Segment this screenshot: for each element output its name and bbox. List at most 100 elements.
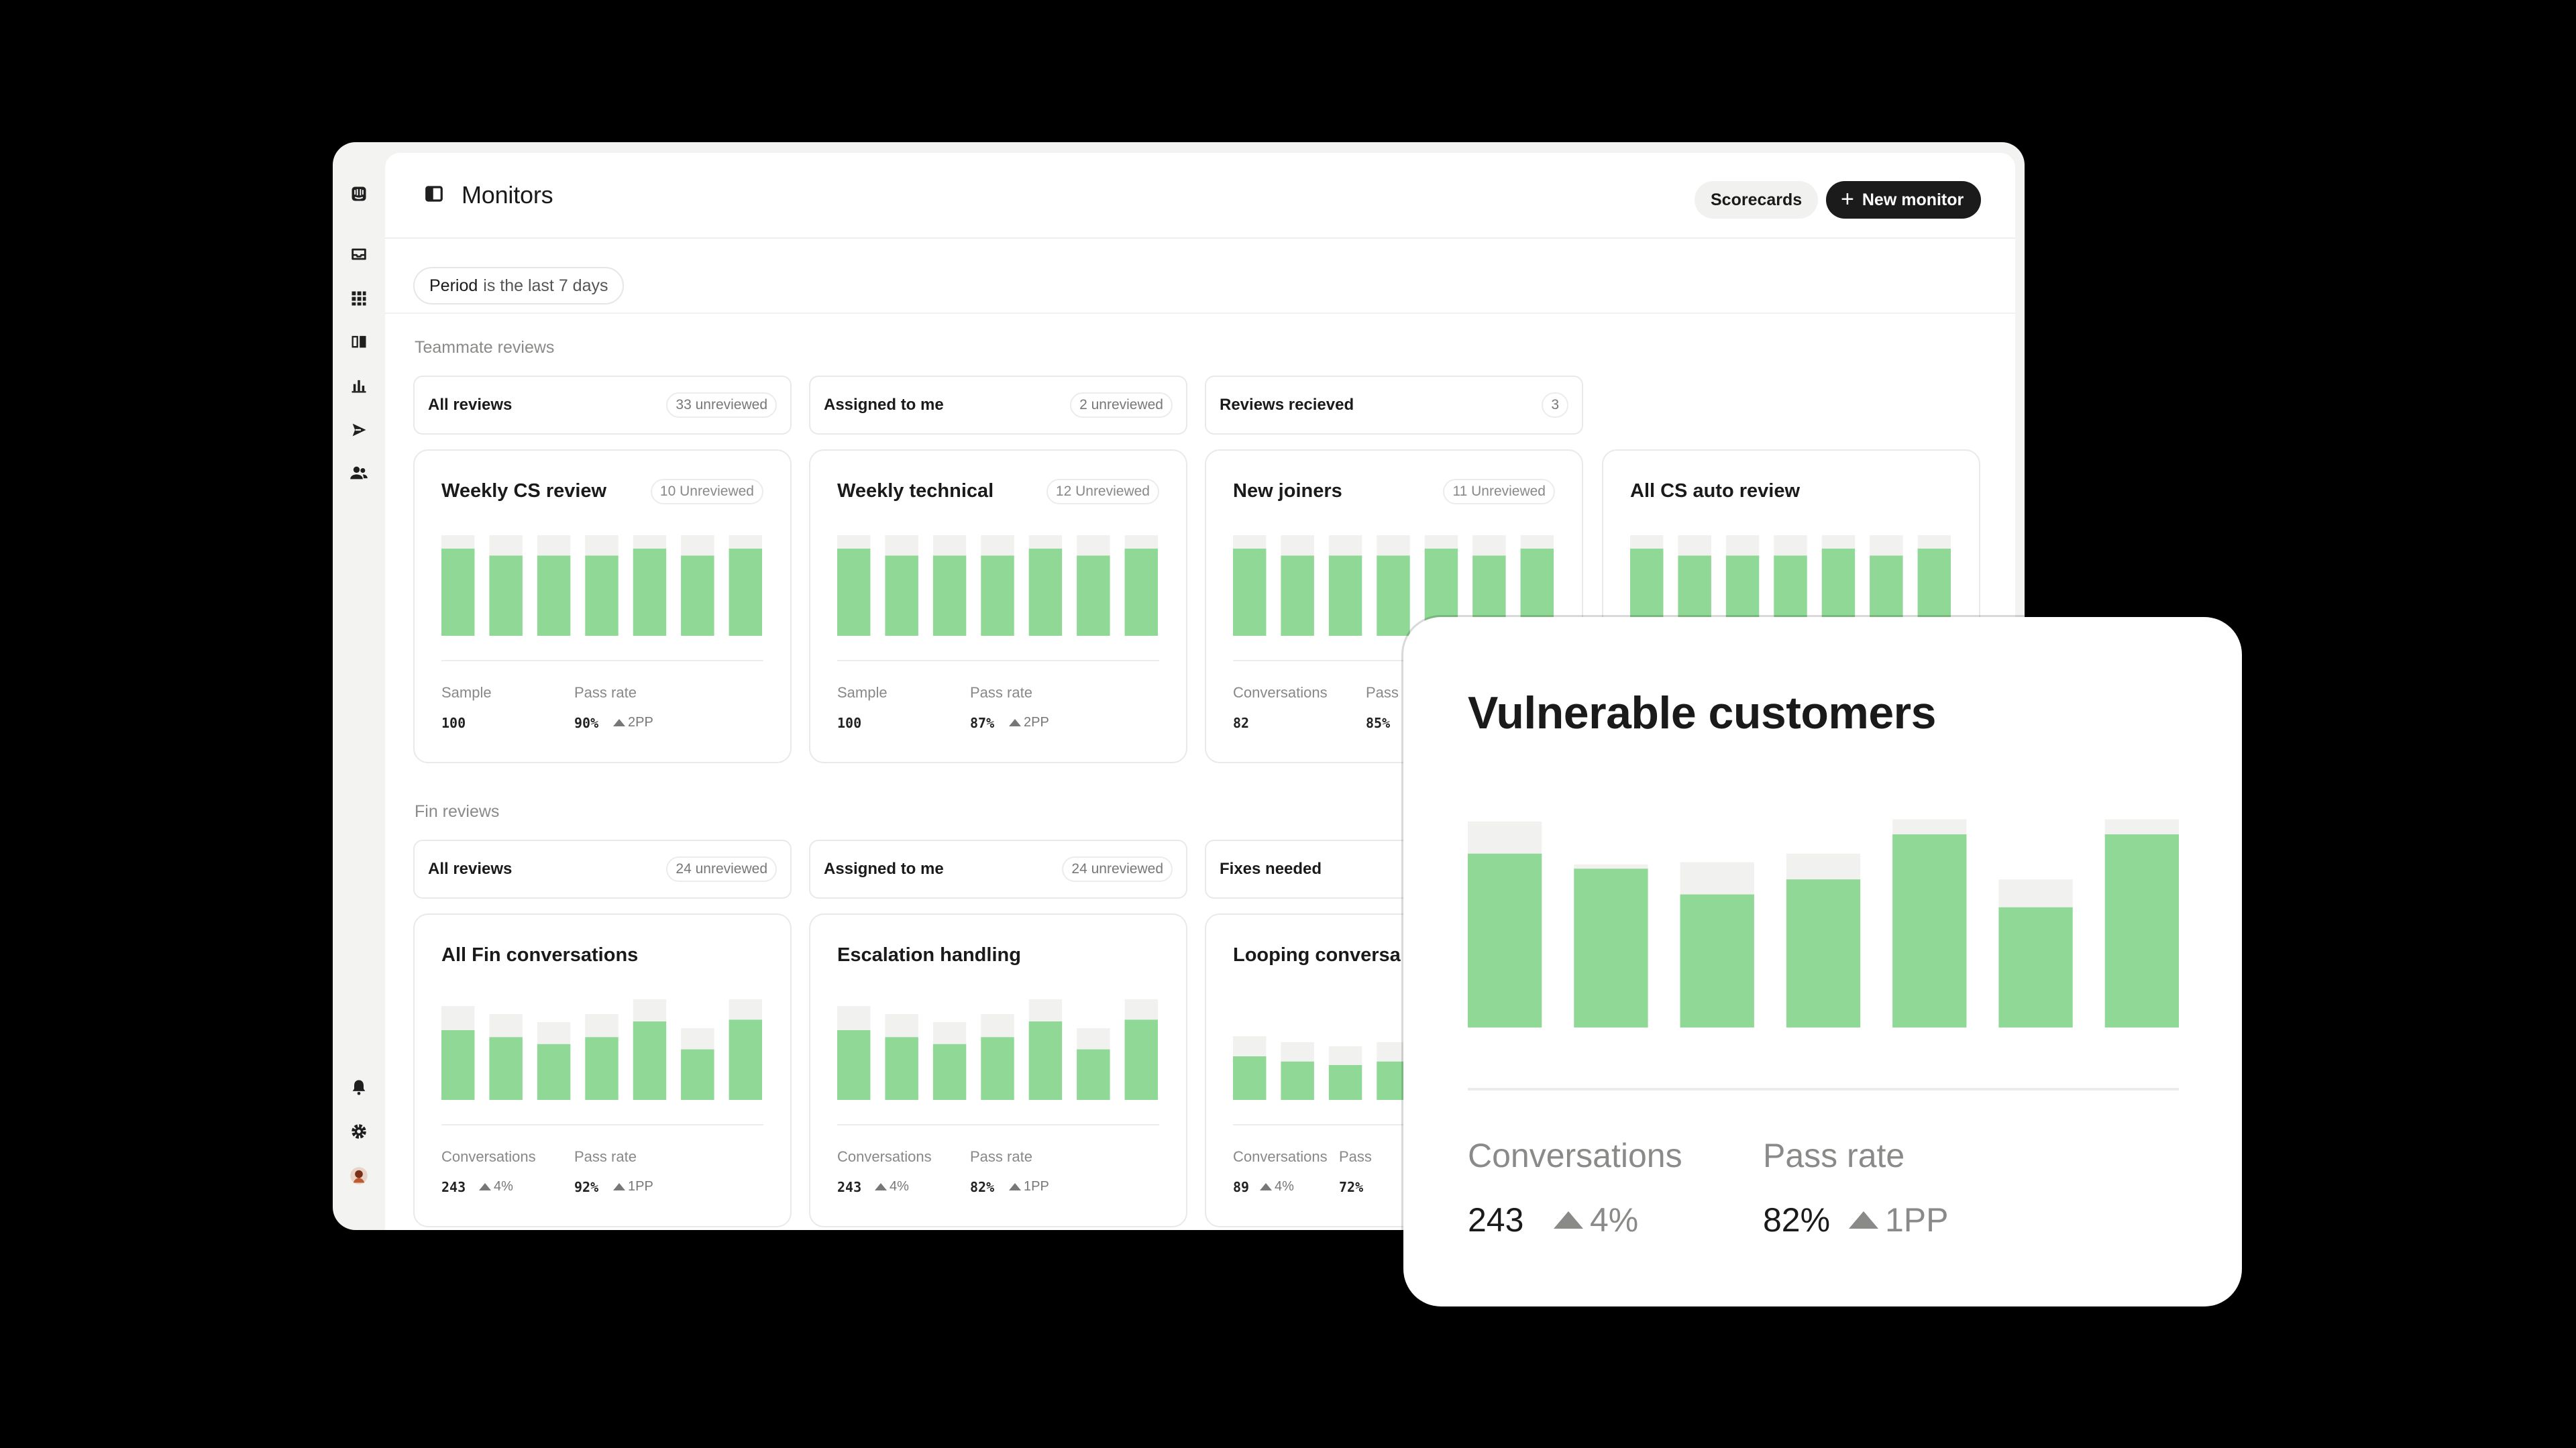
bar [1377,555,1410,636]
metric-label-pass-rate: Pass rate [1763,1137,1905,1174]
knowledge-book-icon[interactable] [347,330,370,353]
tab-reviews-received[interactable]: Reviews recieved 3 [1205,376,1583,435]
card-title: New joiners [1233,480,1342,502]
bar [1892,834,1967,1027]
tab-fin-all-reviews[interactable]: All reviews 24 unreviewed [413,840,792,899]
bar [885,555,918,636]
bar [681,1049,714,1100]
bar-chart [441,999,762,1100]
bar [729,549,762,636]
metric-value: 243 [837,1179,862,1195]
notifications-bell-icon[interactable] [347,1076,370,1099]
section-label-fin: Fin reviews [415,802,500,821]
divider [441,660,763,661]
apps-grid-icon[interactable] [347,287,370,310]
period-filter[interactable]: Period is the last 7 days [413,267,625,304]
tab-fixes-needed[interactable]: Fixes needed [1205,840,1583,899]
bar [1328,1065,1362,1100]
monitor-card[interactable]: Weekly technical 12 Unreviewed Sample Pa… [809,449,1187,763]
bar [1028,549,1063,636]
bar [885,1037,918,1100]
bar [932,555,967,636]
metric-label: Pass rate [970,684,1032,701]
monitor-card[interactable]: Escalation handling Conversations Pass r… [809,913,1187,1227]
metric-value: 92% [574,1179,599,1195]
tab-count-badge: 33 unreviewed [666,392,777,418]
metric-label: Conversations [837,1148,932,1165]
delta-text: 4% [890,1179,909,1194]
metric-value: 89 [1233,1179,1250,1195]
metric-label-conversations: Conversations [1468,1137,1682,1174]
bar [489,1037,523,1100]
tab-count-badge: 24 unreviewed [1062,856,1173,882]
card-title: Escalation handling [837,944,1021,966]
settings-gear-icon[interactable] [347,1120,370,1143]
metric-label: Conversations [441,1148,536,1165]
bar [681,555,714,636]
period-value: is the last 7 days [483,276,608,295]
divider [837,1124,1159,1125]
reports-chart-icon[interactable] [347,374,370,397]
metric-delta-pass-rate: 1PP [1849,1201,1949,1239]
card-title: Weekly CS review [441,480,607,502]
delta-text: 1PP [1024,1179,1049,1194]
tab-count-badge: 2 unreviewed [1070,392,1173,418]
page-header: Monitors Scorecards + New monitor [385,153,2015,239]
tab-fin-assigned-to-me[interactable]: Assigned to me 24 unreviewed [809,840,1187,899]
metric-value: 90% [574,715,599,731]
bar-chart [837,535,1158,636]
bar [585,1037,619,1100]
new-monitor-button[interactable]: + New monitor [1826,181,1982,219]
bar [729,1019,762,1100]
metric-value: 87% [970,715,995,731]
scorecards-button[interactable]: Scorecards [1695,181,1819,219]
metric-label: Pass rate [970,1148,1032,1165]
metric-label: Pass [1366,684,1399,701]
bar [981,1037,1014,1100]
monitor-card[interactable]: Weekly CS review 10 Unreviewed Sample Pa… [413,449,792,763]
metric-value: 243 [441,1179,466,1195]
featured-bar-chart [1468,819,2179,1027]
metric-value: 82% [970,1179,995,1195]
delta-text: 4% [1590,1201,1639,1239]
featured-monitor-card[interactable]: Vulnerable customers Conversations Pass … [1403,617,2242,1306]
card-title: All Fin conversations [441,944,639,966]
app-window: Monitors Scorecards + New monitor Period… [333,142,2025,1230]
outbound-send-icon[interactable] [347,419,370,441]
unreviewed-badge: 10 Unreviewed [650,479,763,504]
metric-delta: 4% [875,1179,909,1194]
delta-text: 1PP [1885,1201,1949,1239]
metric-value: 85% [1366,715,1391,731]
delta-text: 2PP [1024,715,1049,730]
tab-label: Fixes needed [1220,860,1322,878]
page-title: Monitors [462,181,553,209]
logo-icon[interactable] [347,182,370,205]
delta-text: 2PP [628,715,653,730]
contacts-people-icon[interactable] [347,461,370,484]
inbox-icon[interactable] [347,243,370,266]
new-monitor-label: New monitor [1862,190,1964,209]
tab-count-badge: 3 [1542,392,1568,418]
avatar[interactable] [347,1164,370,1187]
metric-label: Pass [1339,1148,1372,1165]
divider [1233,1124,1555,1125]
bar [1998,907,2073,1027]
monitor-card[interactable]: All Fin conversations Conversations Pass… [413,913,792,1227]
bar [1786,879,1861,1027]
metric-delta: 4% [1260,1179,1294,1194]
trend-up-icon [613,719,625,726]
unreviewed-badge: 12 Unreviewed [1046,479,1159,504]
metric-value-conversations: 243 [1468,1201,1524,1239]
tab-all-reviews[interactable]: All reviews 33 unreviewed [413,376,792,435]
featured-card-title: Vulnerable customers [1468,687,1936,738]
bar [932,1044,967,1100]
divider [837,660,1159,661]
delta-text: 4% [494,1179,513,1194]
sidebar-toggle-icon[interactable] [424,184,444,204]
filter-bar: Period is the last 7 days [385,240,2015,314]
trend-up-icon [1260,1183,1272,1190]
bar [585,555,619,636]
metric-label: Sample [837,684,888,701]
tab-assigned-to-me[interactable]: Assigned to me 2 unreviewed [809,376,1187,435]
bar [1281,1061,1314,1100]
